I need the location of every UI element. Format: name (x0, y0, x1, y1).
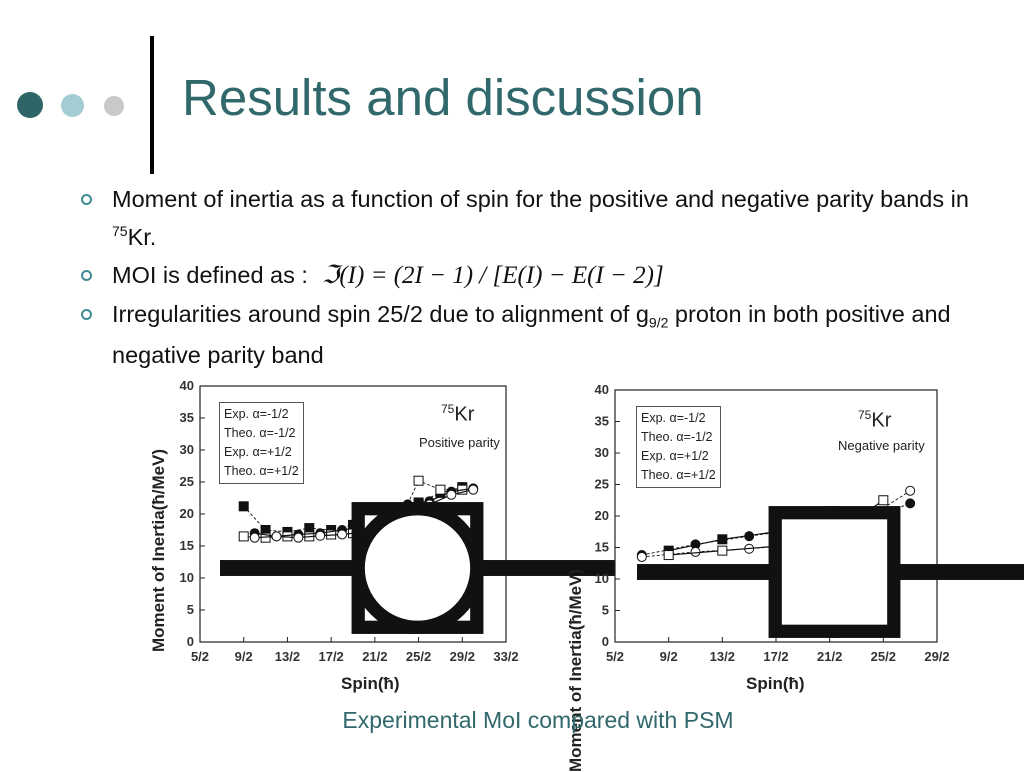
y-tick-label-6: 30 (180, 442, 194, 457)
x-tick-label-4: 21/2 (817, 649, 842, 664)
x-tick-label-2: 13/2 (710, 649, 735, 664)
legend: Exp. α=-1/2 Theo. α=-1/2 Exp. α=+1/2 Theo. … (219, 402, 615, 634)
slide-title: Results and discussion (182, 69, 704, 126)
x-tick-label-1: 9/2 (235, 649, 253, 664)
legend-label: Exp. α=-1/2 (224, 407, 289, 421)
legend-label: Theo. α=+1/2 (224, 464, 299, 478)
data-point-s1-5 (905, 485, 916, 496)
legend-swatch-marker (351, 502, 484, 634)
data-point-s3-0 (249, 532, 260, 543)
bullet-ring-icon (81, 194, 92, 205)
y-tick-label-4: 20 (595, 508, 609, 523)
decor-dot-grey (104, 96, 124, 116)
bullet-1-text-end: Kr. (127, 223, 157, 250)
data-point-s0-5 (905, 498, 916, 509)
x-tick-label-3: 17/2 (763, 649, 788, 664)
data-point-s3-9 (446, 489, 457, 500)
bullet-1-superscript: 75 (112, 223, 128, 239)
data-point-s1-9 (435, 484, 446, 495)
y-tick-label-2: 10 (180, 570, 194, 585)
x-tick-label-0: 5/2 (606, 649, 624, 664)
data-point-s3-4 (878, 495, 889, 506)
decor-dot-dark (17, 92, 43, 118)
bullet-3-text: Irregularities around spin 25/2 due to a… (112, 300, 649, 327)
bullet-ring-icon (81, 308, 92, 320)
legend: Exp. α=-1/2 Theo. α=-1/2 Exp. α=+1/2 Theo. … (636, 406, 1024, 638)
title-divider (150, 36, 154, 174)
legend-label: Exp. α=-1/2 (641, 411, 706, 425)
legend-label: Theo. α=+1/2 (641, 468, 716, 482)
legend-swatch-icon (220, 502, 615, 634)
chart-negative-parity: 0 5 10 15 20 25 30 35 40 5/2 9/2 13/2 17/2 21/2 25/2 29… (560, 372, 1024, 772)
legend-entry: Theo. α=+1/2 (220, 462, 615, 634)
parity-annotation: Positive parity (419, 435, 500, 450)
bullet-1-text: Moment of inertia as a function of spin … (112, 186, 969, 212)
x-tick-label-6: 29/2 (450, 649, 475, 664)
x-tick-label-5: 25/2 (871, 649, 896, 664)
y-tick-label-3: 15 (180, 538, 194, 553)
bullet-3-subscript: 9/2 (648, 314, 669, 331)
legend-label: Exp. α=+1/2 (641, 449, 709, 463)
y-tick-label-5: 25 (180, 474, 194, 489)
legend-label: Theo. α=-1/2 (641, 430, 713, 444)
y-tick-label-2: 10 (595, 571, 609, 586)
y-tick-label-7: 35 (180, 410, 194, 425)
x-tick-label-0: 5/2 (191, 649, 209, 664)
legend-swatch-marker (768, 506, 901, 638)
data-point-s3-4 (337, 529, 348, 540)
x-axis-label: Spin(ħ) (746, 674, 805, 693)
y-tick-label-8: 40 (595, 382, 609, 397)
x-axis-label: Spin(ħ) (341, 674, 400, 693)
y-tick-label-8: 40 (180, 378, 194, 393)
legend-label: Exp. α=+1/2 (224, 445, 292, 459)
data-point-s1-8 (413, 475, 424, 486)
bullet-2-text: MOI is defined as : (112, 261, 308, 288)
parity-annotation: Negative parity (838, 438, 925, 453)
data-point-s3-2 (293, 532, 304, 543)
y-tick-label-6: 30 (595, 445, 609, 460)
legend-swatch-icon (637, 506, 1024, 638)
bullet-list: Moment of inertia as a function of spin … (81, 183, 992, 377)
legend-entry: Theo. α=+1/2 (637, 466, 1024, 638)
data-point-s3-0 (663, 550, 674, 561)
x-tick-label-7: 33/2 (493, 649, 518, 664)
data-point-s3-10 (468, 484, 479, 495)
bullet-item-1: Moment of inertia as a function of spin … (81, 183, 992, 253)
y-tick-label-4: 20 (180, 506, 194, 521)
y-tick-label-7: 35 (595, 414, 609, 429)
x-tick-label-5: 25/2 (406, 649, 431, 664)
y-tick-label-1: 5 (602, 603, 609, 618)
y-tick-label-0: 0 (187, 634, 194, 649)
nucleus-label: 75Kr (441, 402, 475, 426)
data-point-s3-1 (717, 545, 728, 556)
y-tick-label-1: 5 (187, 602, 194, 617)
x-tick-label-2: 13/2 (275, 649, 300, 664)
data-point-s2-1 (717, 534, 728, 545)
y-tick-label-5: 25 (595, 477, 609, 492)
moi-formula: ℑ(I) = (2I − 1) / [E(I) − E(I − 2)] (321, 261, 664, 289)
data-point-s0-0 (238, 501, 249, 512)
decor-dot-light (61, 94, 84, 117)
figure-caption: Experimental MoI compared with PSM (342, 707, 734, 733)
y-tick-label-3: 15 (595, 540, 609, 555)
bullet-item-3: Irregularities around spin 25/2 due to a… (81, 298, 992, 371)
x-tick-label-1: 9/2 (660, 649, 678, 664)
bullet-3-text-end: proton in both positive and negative par… (112, 300, 951, 368)
x-tick-label-6: 29/2 (924, 649, 949, 664)
nucleus-label: 75Kr (858, 408, 892, 432)
data-point-s1-0 (636, 551, 647, 562)
chart-positive-parity: 0 5 10 15 20 25 30 35 40 5/2 9/2 13/2 17/2 21/2 25/2 29… (143, 372, 615, 702)
x-tick-label-3: 17/2 (318, 649, 343, 664)
data-point-s3-3 (315, 530, 326, 541)
legend-label: Theo. α=-1/2 (224, 426, 296, 440)
data-point-s3-1 (271, 531, 282, 542)
bullet-item-2: MOI is defined as : ℑ(I) = (2I − 1) / [E(… (81, 259, 992, 292)
bullet-ring-icon (81, 269, 92, 281)
data-point-s1-0 (238, 531, 249, 542)
y-tick-label-0: 0 (602, 634, 609, 649)
x-tick-label-4: 21/2 (362, 649, 387, 664)
